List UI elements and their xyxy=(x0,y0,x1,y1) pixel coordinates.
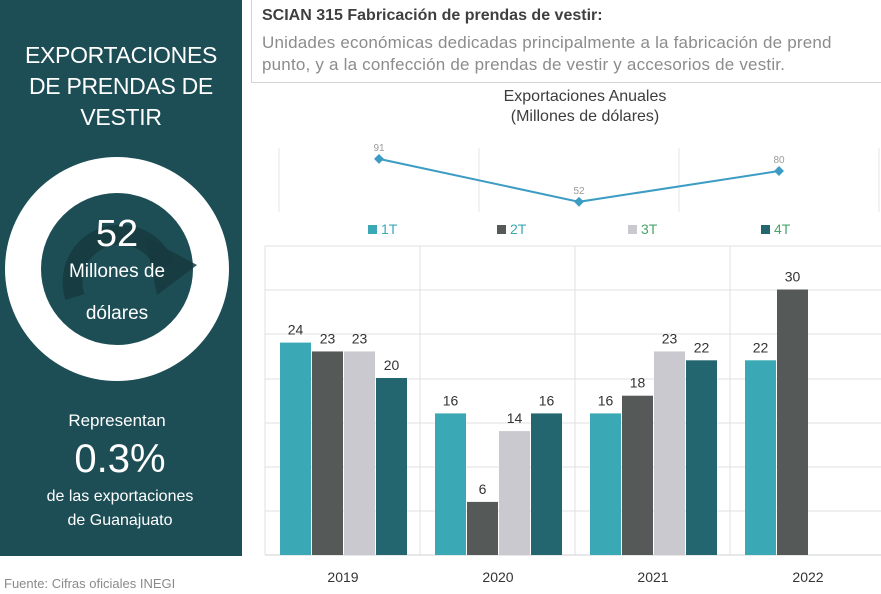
bar-data-label: 14 xyxy=(507,410,523,426)
share-label: Representan xyxy=(68,411,166,430)
legend-item-4T: 4T xyxy=(761,221,790,237)
bar-data-label: 22 xyxy=(753,339,769,355)
legend-label: 1T xyxy=(381,221,398,237)
legend-label: 3T xyxy=(641,221,658,237)
bar-1T xyxy=(280,342,311,555)
bar-2T xyxy=(312,351,343,555)
bar-data-label: 16 xyxy=(598,392,614,408)
legend-swatch xyxy=(497,224,506,234)
bar-4T xyxy=(686,360,717,555)
bar-4T xyxy=(531,413,562,555)
line-chart-title: Exportaciones Anuales xyxy=(503,88,667,105)
bar-1T xyxy=(745,360,776,555)
export-unit: Millones de xyxy=(68,261,166,282)
bar-2T xyxy=(467,501,498,555)
bar-2T xyxy=(777,289,808,555)
x-axis-tick-label: 2022 xyxy=(792,569,823,585)
bar-3T xyxy=(654,351,685,555)
share-percentage: 0.3% xyxy=(74,437,166,481)
annual-exports-line-chart: 91 52 80 xyxy=(278,143,880,212)
sector-description: punto, y a la confección de prendas de v… xyxy=(262,55,786,74)
share-description: de Guanajuato xyxy=(67,512,173,529)
bar-4T xyxy=(376,378,407,555)
legend-item-3T: 3T xyxy=(628,221,657,237)
x-axis-tick-label: 2020 xyxy=(482,569,513,585)
line-chart-subtitle: (Millones de dólares) xyxy=(510,108,660,125)
panel-title-line: VESTIR xyxy=(80,104,162,130)
bar-3T xyxy=(344,351,375,555)
sector-description: Unidades económicas dedicadas principalm… xyxy=(262,33,832,52)
bar-1T xyxy=(435,413,466,555)
legend-item-1T: 1T xyxy=(368,221,397,237)
bar-data-label: 30 xyxy=(785,269,801,285)
line-point xyxy=(574,196,584,207)
bar-2T xyxy=(622,395,653,555)
legend-swatch xyxy=(628,224,637,234)
bar-3T xyxy=(499,431,530,555)
panel-title-line: DE PRENDAS DE xyxy=(29,73,213,99)
sector-header: SCIAN 315 Fabricación de prendas de vest… xyxy=(251,0,881,83)
panel-title: EXPORTACIONES DE PRENDAS DE VESTIR xyxy=(0,40,242,133)
x-axis-tick-label: 2021 xyxy=(637,569,668,585)
panel-title-line: EXPORTACIONES xyxy=(24,42,218,68)
bar-data-label: 18 xyxy=(630,375,646,391)
bar-data-label: 22 xyxy=(694,339,710,355)
export-value: 52 xyxy=(95,213,139,255)
line-data-label: 52 xyxy=(573,186,585,197)
bar-data-label: 6 xyxy=(479,481,487,497)
bar-data-label: 16 xyxy=(539,392,555,408)
bar-data-label: 24 xyxy=(288,322,304,338)
legend-item-2T: 2T xyxy=(497,221,526,237)
line-point xyxy=(774,166,784,176)
share-description: de las exportaciones xyxy=(46,488,194,505)
line-data-label: 91 xyxy=(373,143,385,154)
bar-data-label: 23 xyxy=(662,330,678,346)
source-note: Fuente: Cifras oficiales INEGI xyxy=(4,576,176,591)
sector-title: SCIAN 315 Fabricación de prendas de vest… xyxy=(262,7,603,24)
line-data-label: 80 xyxy=(773,155,785,166)
legend-swatch xyxy=(368,224,377,234)
summary-panel: EXPORTACIONES DE PRENDAS DE VESTIR 52 Mi… xyxy=(0,0,242,556)
bar-data-label: 16 xyxy=(443,392,459,408)
bar-data-label: 23 xyxy=(320,330,336,346)
bar-data-label: 23 xyxy=(352,330,368,346)
value-ring xyxy=(5,157,229,381)
legend-swatch xyxy=(761,224,770,234)
export-unit: dólares xyxy=(85,303,149,324)
bar-data-label: 20 xyxy=(384,357,400,373)
legend-label: 2T xyxy=(510,221,527,237)
bar-1T xyxy=(590,413,621,555)
circular-arrow-icon xyxy=(62,224,197,301)
x-axis-tick-label: 2019 xyxy=(327,569,358,585)
line-point xyxy=(374,153,384,164)
legend-label: 4T xyxy=(774,221,791,237)
